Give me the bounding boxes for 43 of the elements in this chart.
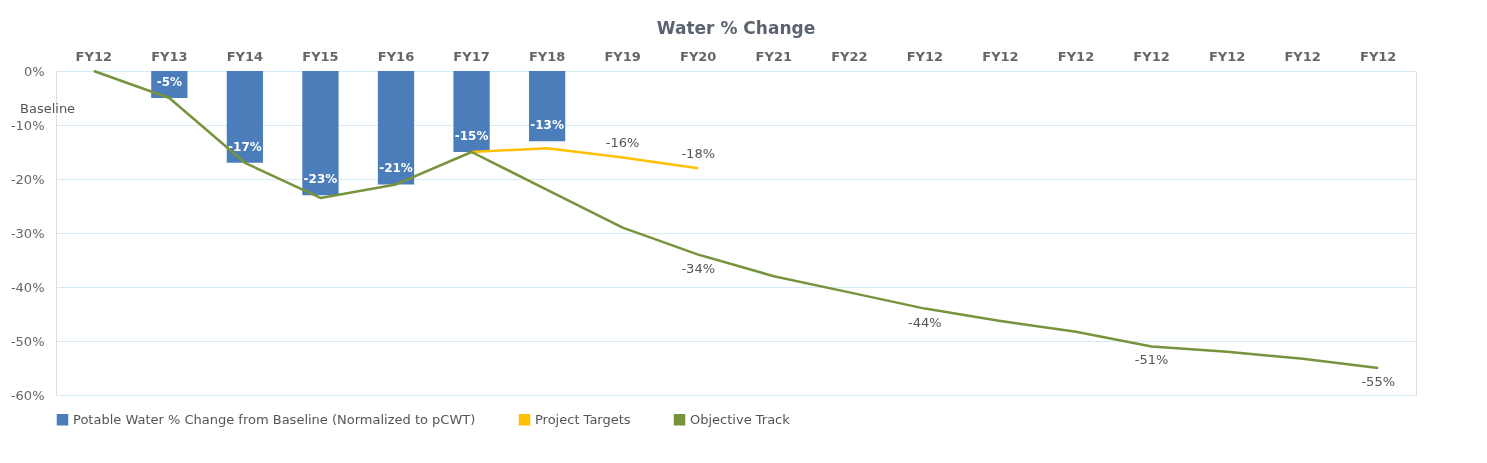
data-label: -18% <box>681 146 716 162</box>
data-label: -17% <box>228 139 262 154</box>
data-label: -21% <box>379 161 413 176</box>
data-label: -23% <box>303 172 338 187</box>
y-tick-label: -40% <box>10 279 45 295</box>
y-tick-label: -20% <box>10 171 45 187</box>
data-label: -13% <box>530 118 564 133</box>
y-tick-label: -50% <box>10 333 45 349</box>
x-tick-label: FY16 <box>377 48 415 64</box>
data-label: -16% <box>605 135 640 151</box>
x-tick-label: FY12 <box>1360 48 1397 64</box>
x-tick-label: FY22 <box>831 48 868 64</box>
x-tick-label: FY19 <box>604 48 641 64</box>
chart-title: Water % Change <box>656 18 816 38</box>
data-label: -5% <box>156 75 183 89</box>
data-label: -55% <box>1361 374 1396 389</box>
line-series <box>92 69 1380 370</box>
legend-label: Objective Track <box>690 411 791 427</box>
x-tick-label: FY20 <box>680 48 717 64</box>
x-tick-label: FY12 <box>75 48 112 64</box>
x-tick-label: FY15 <box>302 48 339 64</box>
x-tick-label: FY12 <box>1133 48 1170 64</box>
x-tick-label: FY14 <box>226 48 264 64</box>
legend-label: Project Targets <box>535 411 631 427</box>
x-tick-label: FY17 <box>453 48 490 64</box>
y-tick-label: -60% <box>10 387 45 403</box>
y-tick-label: -10% <box>10 117 45 133</box>
x-tick-label: FY12 <box>1057 48 1095 64</box>
x-tick-label: FY21 <box>755 48 792 64</box>
x-tick-label: FY18 <box>528 48 566 64</box>
y-tick-label: -30% <box>10 225 45 241</box>
annotation: Baseline <box>20 101 76 116</box>
x-tick-label: FY12 <box>906 48 944 64</box>
legend-label: Potable Water % Change from Baseline (Normalized to pCWT) <box>73 411 476 427</box>
x-tick-label: FY12 <box>1208 48 1246 64</box>
y-tick-label: 0% <box>23 63 45 79</box>
x-tick-label: FY12 <box>982 48 1019 64</box>
x-tick-label: FY13 <box>151 48 188 64</box>
data-label: -51% <box>1134 352 1169 368</box>
data-label: -15% <box>454 129 489 143</box>
data-label: -44% <box>908 314 942 330</box>
data-label: -34% <box>681 260 716 276</box>
x-tick-label: FY12 <box>1284 48 1321 64</box>
